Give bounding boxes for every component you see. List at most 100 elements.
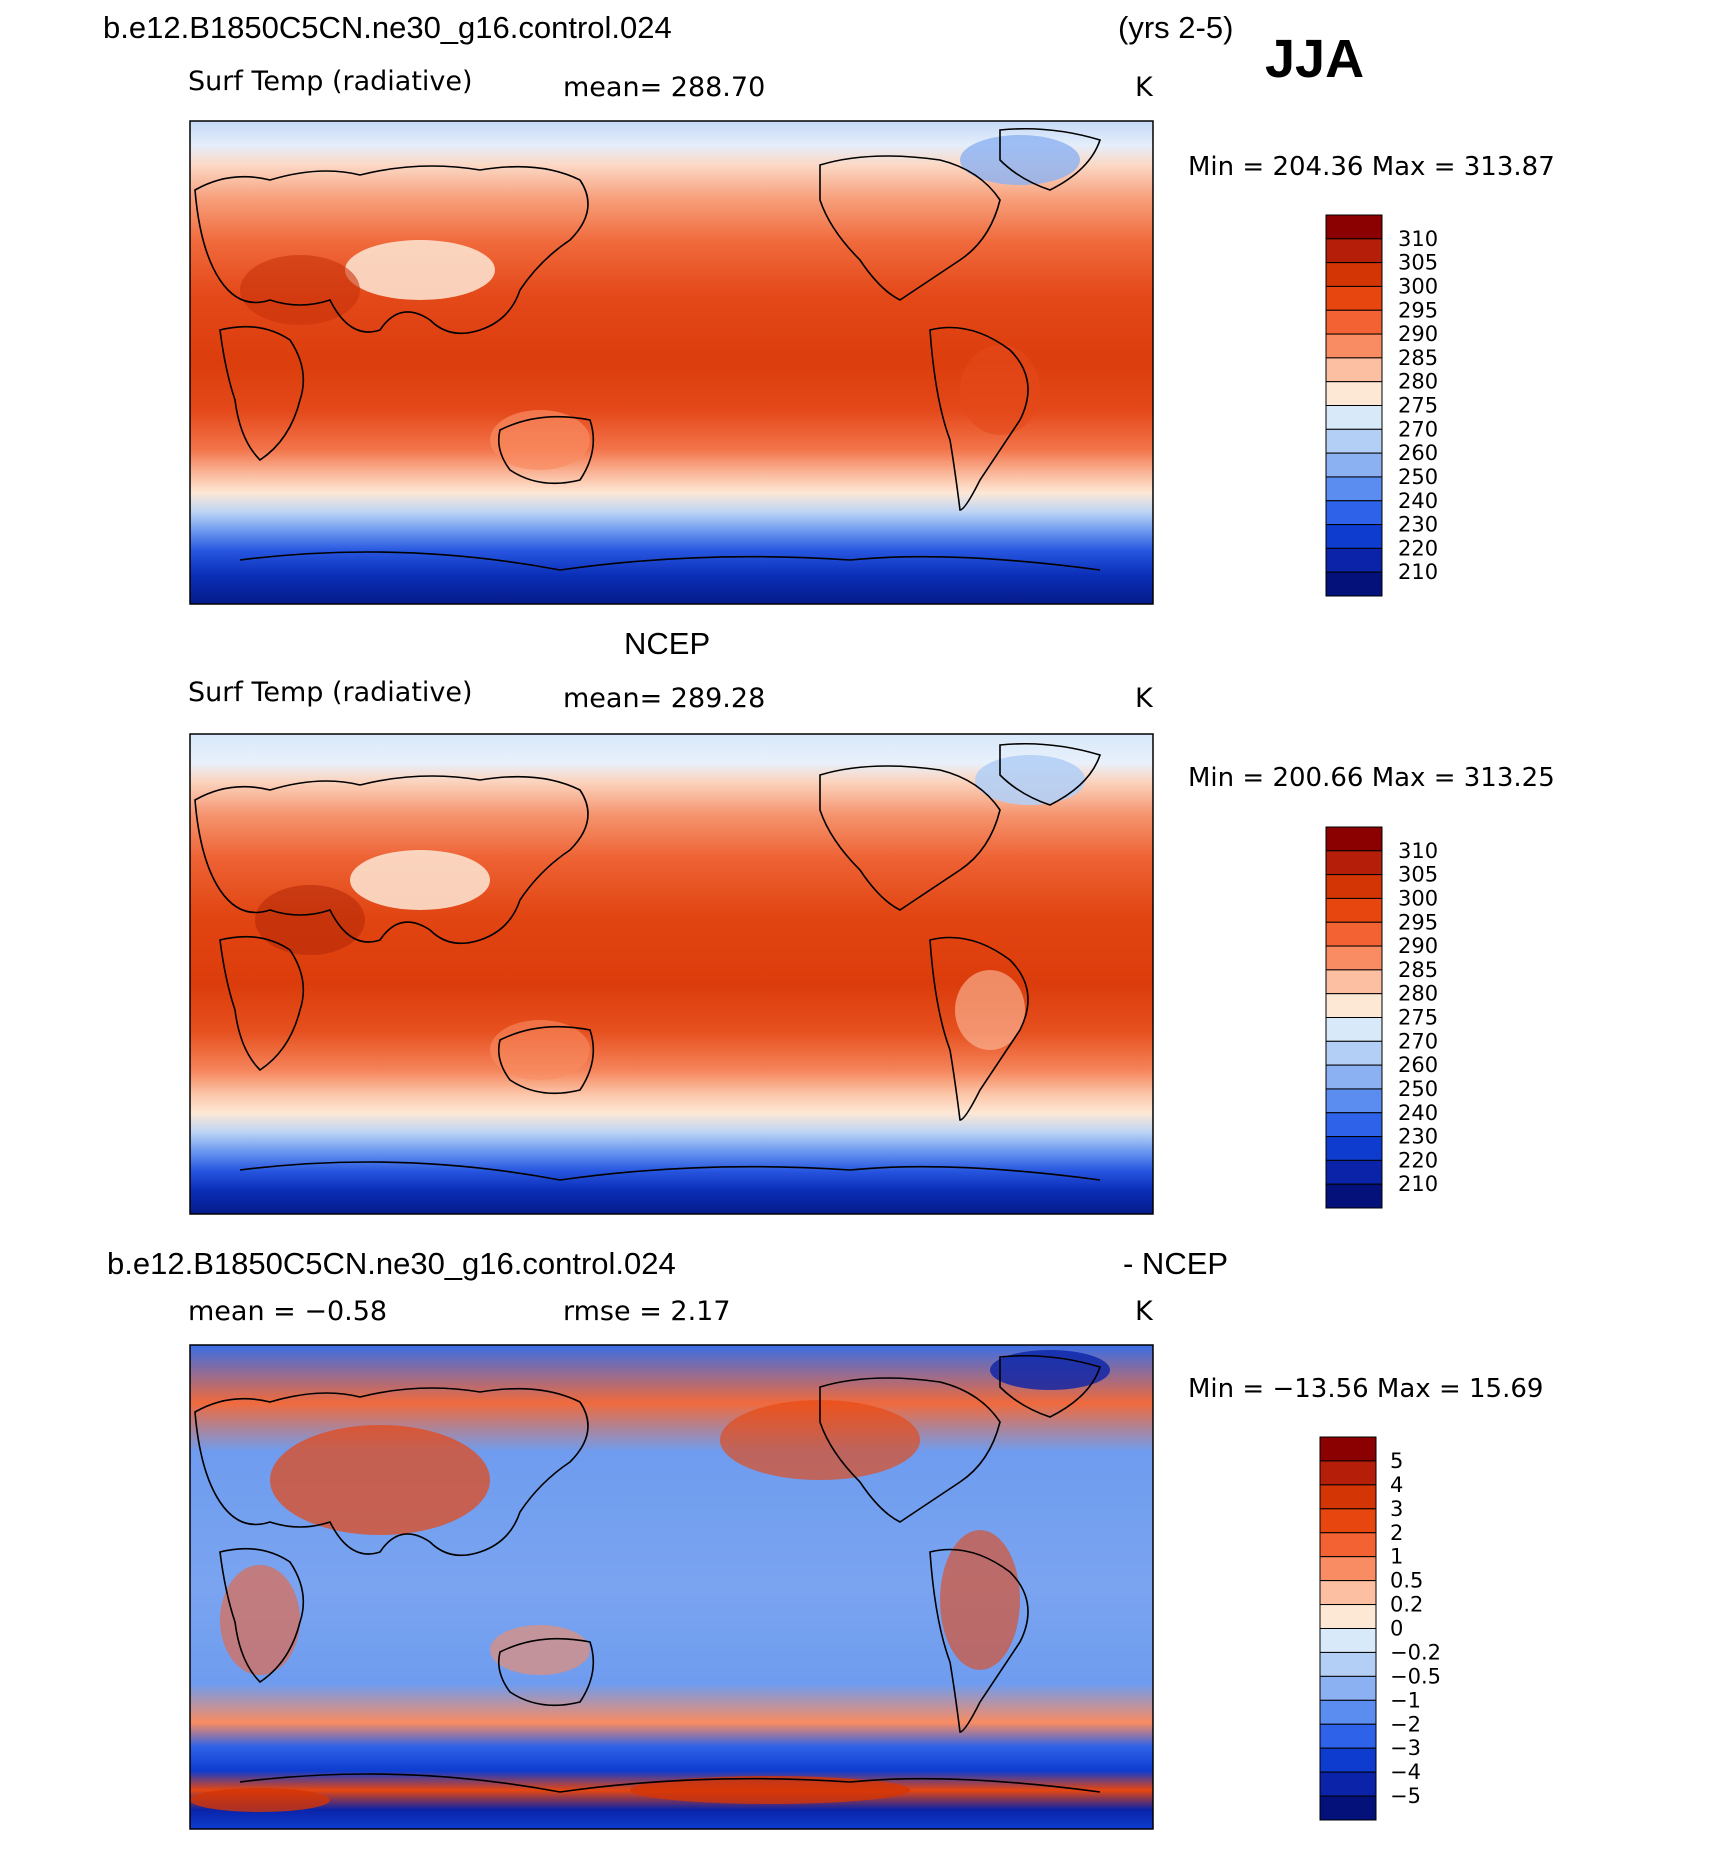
colorbar-swatch [1325, 285, 1383, 311]
colorbar-tick-label: 285 [1398, 346, 1438, 370]
colorbar-swatch [1319, 1651, 1377, 1677]
colorbar-swatch [1325, 214, 1383, 240]
colorbar-swatch [1319, 1795, 1377, 1821]
colorbar-tick-label: 290 [1398, 934, 1438, 958]
colorbar-swatch [1325, 405, 1383, 430]
panel3-minus-ncep: - NCEP [1123, 1246, 1229, 1281]
colorbar-tick-label: 310 [1398, 839, 1438, 863]
colorbar-tick-label: 250 [1398, 465, 1438, 489]
colorbar-swatch [1325, 897, 1383, 923]
colorbar-swatch [1319, 1532, 1377, 1558]
panel2-mean-label: mean= 289.28 [563, 683, 766, 714]
colorbar-swatch [1319, 1723, 1377, 1749]
panel3-map [189, 1344, 1154, 1830]
colorbar-swatch [1319, 1556, 1377, 1582]
colorbar-swatch [1325, 1112, 1383, 1138]
colorbar-swatch [1319, 1747, 1377, 1773]
colorbar-tick-label: 270 [1398, 1029, 1438, 1053]
colorbar-tick-label: −0.2 [1390, 1640, 1441, 1664]
colorbar-tick-label: −5 [1390, 1784, 1421, 1808]
colorbar-tick-label: 210 [1398, 560, 1438, 584]
panel2-unit-label: K [1135, 683, 1153, 714]
panel2-map [189, 733, 1154, 1215]
colorbar-swatch [1325, 993, 1383, 1018]
colorbar-tick-label: 220 [1398, 536, 1438, 560]
colorbar-swatch [1319, 1484, 1377, 1510]
colorbar-swatch [1325, 500, 1383, 526]
panel3-unit-label: K [1135, 1296, 1153, 1327]
colorbar-swatch [1325, 921, 1383, 947]
colorbar-swatch [1325, 1040, 1383, 1066]
colorbar-tick-label: 210 [1398, 1172, 1438, 1196]
colorbar-tick-label: 5 [1390, 1449, 1403, 1473]
colorbar-tick-label: −1 [1390, 1688, 1421, 1712]
panel1-colorbar: 3103053002952902852802752702602502402302… [1325, 214, 1438, 597]
panel3-rmse-label: rmse = 2.17 [563, 1296, 731, 1327]
colorbar-tick-label: 305 [1398, 251, 1438, 275]
colorbar-tick-label: 240 [1398, 489, 1438, 513]
colorbar-swatch [1325, 969, 1383, 995]
years-label: (yrs 2-5) [1118, 10, 1234, 45]
colorbar-tick-label: 260 [1398, 441, 1438, 465]
colorbar-swatch [1325, 571, 1383, 597]
colorbar-swatch [1319, 1508, 1377, 1534]
colorbar-tick-label: 310 [1398, 227, 1438, 251]
colorbar-tick-label: 300 [1398, 886, 1438, 910]
colorbar-swatch [1325, 874, 1383, 899]
colorbar-tick-label: 300 [1398, 274, 1438, 298]
colorbar-swatch [1319, 1460, 1377, 1486]
colorbar-swatch [1319, 1604, 1377, 1629]
colorbar-swatch [1325, 1136, 1383, 1161]
colorbar-tick-label: 280 [1398, 370, 1438, 394]
colorbar-tick-label: 220 [1398, 1148, 1438, 1172]
panel2-dataset-title: NCEP [624, 626, 711, 661]
colorbar-tick-label: 230 [1398, 1125, 1438, 1149]
colorbar-tick-label: 0 [1390, 1617, 1403, 1641]
panel3-case-title: b.e12.B1850C5CN.ne30_g16.control.024 [107, 1246, 676, 1281]
colorbar-tick-label: 295 [1398, 910, 1438, 934]
panel1-minmax-label: Min = 204.36 Max = 313.87 [1188, 152, 1555, 182]
colorbar-swatch [1325, 476, 1383, 502]
colorbar-tick-label: 0.2 [1390, 1593, 1423, 1617]
colorbar-swatch [1325, 333, 1383, 359]
colorbar-tick-label: 250 [1398, 1077, 1438, 1101]
panel3-mean-label: mean = −0.58 [188, 1296, 388, 1327]
colorbar-tick-label: 275 [1398, 394, 1438, 418]
panel2-variable-label: Surf Temp (radiative) [188, 677, 473, 708]
colorbar-tick-label: −4 [1390, 1760, 1421, 1784]
panel1-variable-label: Surf Temp (radiative) [188, 66, 473, 97]
panel1-case-title: b.e12.B1850C5CN.ne30_g16.control.024 [103, 10, 672, 45]
colorbar-swatch [1325, 1064, 1383, 1090]
colorbar-tick-label: 270 [1398, 417, 1438, 441]
colorbar-swatch [1325, 850, 1383, 876]
colorbar-swatch [1325, 428, 1383, 454]
colorbar-tick-label: 230 [1398, 513, 1438, 537]
colorbar-swatch [1325, 1159, 1383, 1185]
colorbar-tick-label: −0.5 [1390, 1664, 1441, 1688]
colorbar-swatch [1325, 309, 1383, 335]
panel3-minmax-label: Min = −13.56 Max = 15.69 [1188, 1374, 1544, 1404]
colorbar-swatch [1319, 1699, 1377, 1725]
colorbar-tick-label: 305 [1398, 863, 1438, 887]
panel2-colorbar: 3103053002952902852802752702602502402302… [1325, 826, 1438, 1209]
colorbar-tick-label: 275 [1398, 1006, 1438, 1030]
colorbar-swatch [1325, 357, 1383, 383]
colorbar-tick-label: 2 [1390, 1521, 1403, 1545]
colorbar-swatch [1325, 1017, 1383, 1042]
colorbar-tick-label: 280 [1398, 982, 1438, 1006]
colorbar-tick-label: 0.5 [1390, 1569, 1423, 1593]
season-label: JJA [1265, 29, 1365, 89]
colorbar-tick-label: −3 [1390, 1736, 1421, 1760]
colorbar-tick-label: 240 [1398, 1101, 1438, 1125]
colorbar-swatch [1325, 547, 1383, 573]
colorbar-tick-label: 260 [1398, 1053, 1438, 1077]
colorbar-swatch [1325, 262, 1383, 287]
colorbar-swatch [1325, 826, 1383, 852]
colorbar-tick-label: −2 [1390, 1712, 1421, 1736]
colorbar-swatch [1319, 1436, 1377, 1462]
colorbar-swatch [1325, 524, 1383, 549]
colorbar-swatch [1319, 1580, 1377, 1606]
colorbar-tick-label: 290 [1398, 322, 1438, 346]
